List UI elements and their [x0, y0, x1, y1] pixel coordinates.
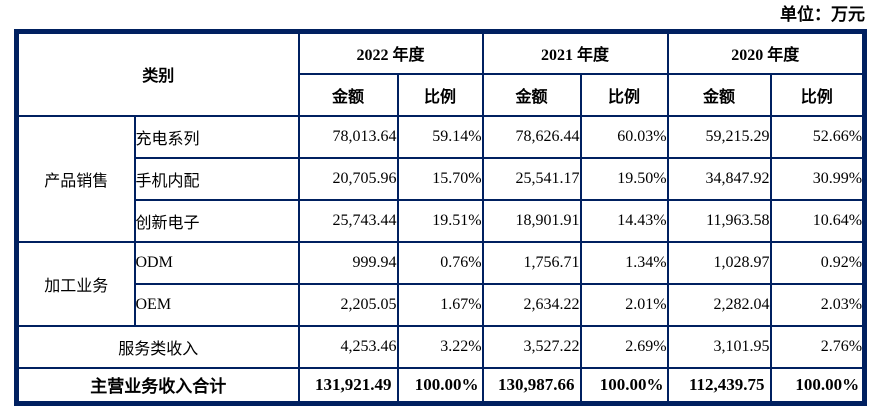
amount-2022: 78,013.64	[297, 114, 399, 159]
amount-2020: 11,963.58	[666, 198, 772, 243]
ratio-2022: 3.22%	[396, 324, 484, 369]
total-ratio-2022: 100.00%	[396, 366, 484, 405]
ratio-header-2021: 比例	[579, 72, 669, 117]
table-row-service-income: 服务类收入 4,253.46 3.22% 3,527.22 2.69% 3,10…	[15, 324, 866, 369]
ratio-2022: 19.51%	[396, 198, 484, 243]
ratio-2020: 2.76%	[769, 324, 866, 369]
amount-2021: 1,756.71	[481, 240, 582, 285]
ratio-2020: 52.66%	[769, 114, 866, 159]
row-label-total: 主营业务收入合计	[15, 366, 300, 405]
amount-2020: 1,028.97	[666, 240, 772, 285]
ratio-2020: 2.03%	[769, 282, 866, 327]
year-header-2021: 2021 年度	[481, 30, 669, 75]
year-header-2022: 2022 年度	[297, 30, 484, 75]
table-row-odm: 加工业务 ODM 999.94 0.76% 1,756.71 1.34% 1,0…	[15, 240, 866, 327]
amount-header-2020: 金额	[666, 72, 772, 117]
amount-2022: 2,205.05	[297, 282, 399, 327]
amount-header-2021: 金额	[481, 72, 582, 117]
total-amount-2022: 131,921.49	[297, 366, 399, 405]
ratio-2022: 59.14%	[396, 114, 484, 159]
ratio-2022: 1.67%	[396, 282, 484, 327]
total-amount-2020: 112,439.75	[666, 366, 772, 405]
ratio-2022: 0.76%	[396, 240, 484, 285]
table-row-phone-accessories: 手机内配 20,705.96 15.70% 25,541.17 19.50% 3…	[17, 156, 866, 201]
table-row-charging: 产品销售 充电系列 78,013.64 59.14% 78,626.44 60.…	[15, 114, 866, 243]
amount-2022: 4,253.46	[297, 324, 399, 369]
amount-2020: 59,215.29	[666, 114, 772, 159]
ratio-header-2022: 比例	[396, 72, 484, 117]
amount-2022: 999.94	[297, 240, 399, 285]
table-row-total: 主营业务收入合计 131,921.49 100.00% 130,987.66 1…	[15, 366, 866, 405]
category-header: 类别	[15, 30, 300, 117]
row-label-innovative-electronics: 创新电子	[133, 198, 300, 243]
amount-2022: 20,705.96	[297, 156, 399, 201]
year-header-2020: 2020 年度	[666, 30, 866, 75]
ratio-2021: 1.34%	[579, 240, 669, 285]
table-row-innovative-electronics: 创新电子 25,743.44 19.51% 18,901.91 14.43% 1…	[17, 198, 866, 243]
amount-2021: 78,626.44	[481, 114, 582, 159]
table-row-oem: OEM 2,205.05 1.67% 2,634.22 2.01% 2,282.…	[17, 282, 866, 327]
total-ratio-2021: 100.00%	[579, 366, 669, 405]
amount-2021: 25,541.17	[481, 156, 582, 201]
row-label-charging: 充电系列	[133, 114, 300, 159]
total-amount-2021: 130,987.66	[481, 366, 582, 405]
row-label-odm: ODM	[133, 240, 300, 285]
revenue-table: 类别 2022 年度 2021 年度 2020 年度 金额 比例 金额 比例 金…	[14, 29, 868, 406]
header-row-sub: 金额 比例 金额 比例 金额 比例	[17, 72, 866, 117]
ratio-2021: 14.43%	[579, 198, 669, 243]
ratio-header-2020: 比例	[769, 72, 866, 117]
ratio-2020: 30.99%	[769, 156, 866, 201]
ratio-2021: 2.01%	[579, 282, 669, 327]
total-ratio-2020: 100.00%	[769, 366, 866, 405]
row-label-phone-accessories: 手机内配	[133, 156, 300, 201]
ratio-2020: 0.92%	[769, 240, 866, 285]
amount-2021: 18,901.91	[481, 198, 582, 243]
ratio-2021: 60.03%	[579, 114, 669, 159]
ratio-2020: 10.64%	[769, 198, 866, 243]
amount-2021: 3,527.22	[481, 324, 582, 369]
ratio-2021: 19.50%	[579, 156, 669, 201]
amount-2020: 2,282.04	[666, 282, 772, 327]
ratio-2021: 2.69%	[579, 324, 669, 369]
group-product-sales: 产品销售	[15, 114, 136, 243]
amount-2021: 2,634.22	[481, 282, 582, 327]
group-processing-business: 加工业务	[15, 240, 136, 327]
row-label-service-income: 服务类收入	[15, 324, 300, 369]
amount-header-2022: 金额	[297, 72, 399, 117]
unit-label: 单位：万元	[780, 5, 865, 24]
amount-2020: 34,847.92	[666, 156, 772, 201]
amount-2020: 3,101.95	[666, 324, 772, 369]
row-label-oem: OEM	[133, 282, 300, 327]
header-row-years: 类别 2022 年度 2021 年度 2020 年度	[15, 30, 866, 117]
amount-2022: 25,743.44	[297, 198, 399, 243]
ratio-2022: 15.70%	[396, 156, 484, 201]
